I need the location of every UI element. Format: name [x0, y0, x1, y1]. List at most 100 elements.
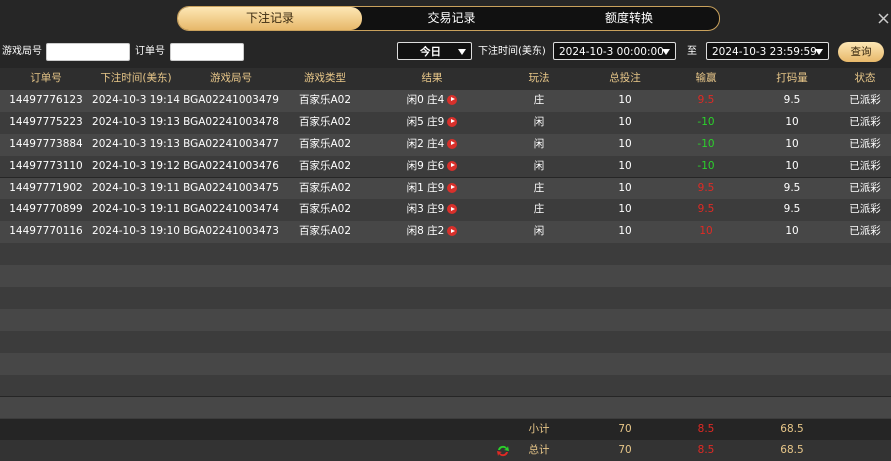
cell: 10	[618, 159, 632, 172]
table-header: 订单号 下注时间(美东) 游戏局号 游戏类型 结果 玩法 总投注 输赢 打码量 状态	[0, 68, 891, 90]
cell: 70	[618, 423, 632, 435]
result-text: 闲8 庄2	[406, 225, 445, 238]
cell: BGA02241003477	[183, 137, 279, 150]
replay-icon[interactable]	[447, 160, 458, 171]
cell: 14497776123	[9, 93, 83, 106]
cell: 10	[618, 93, 632, 106]
tab[interactable]: 下注记录	[178, 7, 362, 30]
cell: 已派彩	[849, 203, 881, 216]
cell: 闲9 庄6	[387, 156, 477, 178]
label: 至	[687, 46, 697, 57]
cell: 2024-10-3 19:13	[92, 137, 180, 150]
cell: -10	[697, 137, 715, 150]
cell: 闲	[533, 137, 545, 150]
replay-icon[interactable]	[447, 116, 458, 127]
cell: 闲	[533, 159, 545, 172]
cell: 2024-10-3 19:14	[92, 93, 180, 106]
table-row	[0, 352, 891, 375]
cell: 2024-10-3 19:12	[92, 159, 180, 172]
result-text: 闲5 庄9	[406, 115, 445, 128]
cell: 闲3 庄9	[387, 199, 477, 221]
cell: 10	[785, 137, 799, 150]
cell: 10	[618, 181, 632, 194]
cell: 百家乐A02	[298, 225, 352, 238]
cell: 已派彩	[849, 115, 881, 128]
table-row	[0, 396, 891, 419]
cell: 百家乐A02	[298, 181, 352, 194]
cell: 10	[785, 159, 799, 172]
table-row	[0, 330, 891, 353]
cell: 下注时间(美东)	[100, 72, 172, 84]
table-row: 14497773110 2024-10-3 19:12 BGA02241003476…	[0, 155, 891, 178]
cell: 百家乐A02	[298, 115, 352, 128]
cell: 9.5	[697, 203, 715, 216]
label: 游戏局号	[2, 46, 42, 57]
cell: 9.5	[697, 93, 715, 106]
cell: 10	[618, 203, 632, 216]
cell: 总投注	[609, 72, 641, 84]
cell: 已派彩	[849, 181, 881, 194]
replay-icon[interactable]	[447, 182, 458, 193]
close-button[interactable]	[878, 13, 889, 24]
cell: -10	[697, 115, 715, 128]
result-text: 闲3 庄9	[406, 203, 445, 216]
table-row	[0, 243, 891, 266]
table-row: 14497775223 2024-10-3 19:13 BGA02241003478…	[0, 111, 891, 134]
cell: 庄	[533, 93, 545, 106]
cell: 百家乐A02	[298, 159, 352, 172]
cell: 已派彩	[849, 137, 881, 150]
table-row	[0, 374, 891, 397]
replay-icon[interactable]	[447, 204, 458, 215]
cell: 闲0 庄4	[387, 90, 477, 112]
cell: 8.5	[697, 444, 715, 456]
start-time-select[interactable]: 2024-10-3 00:00:00	[553, 42, 676, 60]
cell: 2024-10-3 19:13	[92, 115, 180, 128]
query-button[interactable]: 查询	[838, 42, 884, 62]
replay-icon[interactable]	[447, 94, 458, 105]
refresh-icon[interactable]	[496, 444, 510, 458]
cell: 10	[618, 225, 632, 238]
order-no-input[interactable]	[170, 43, 244, 61]
label: 订单号	[135, 46, 165, 57]
cell: 庄	[533, 181, 545, 194]
end-time-select[interactable]: 2024-10-3 23:59:59	[706, 42, 829, 60]
tab-bar: 下注记录 交易记录 额度转换	[177, 6, 720, 31]
table-row: 14497770899 2024-10-3 19:11 BGA02241003474…	[0, 199, 891, 222]
cell: BGA02241003479	[183, 93, 279, 106]
period-select[interactable]: 今日	[397, 42, 472, 60]
cell: 70	[618, 444, 632, 456]
cell: 9.5	[783, 93, 801, 106]
cell: 14497775223	[9, 115, 83, 128]
cell: 10	[785, 115, 799, 128]
cell: 68.5	[780, 444, 804, 456]
cell: 10	[618, 137, 632, 150]
cell: BGA02241003475	[183, 181, 279, 194]
tab[interactable]: 交易记录	[427, 11, 476, 25]
cell: 状态	[854, 72, 876, 84]
cell: 闲1 庄9	[387, 178, 477, 200]
summary-row: 总计 70 8.5 68.5	[0, 440, 891, 461]
table-row	[0, 308, 891, 331]
game-no-input[interactable]	[46, 43, 130, 61]
cell: 输赢	[695, 72, 717, 84]
table-row: 14497773884 2024-10-3 19:13 BGA02241003477…	[0, 133, 891, 156]
tab[interactable]: 额度转换	[604, 11, 653, 25]
replay-icon[interactable]	[447, 226, 458, 237]
cell: 已派彩	[849, 159, 881, 172]
cell: 已派彩	[849, 225, 881, 238]
cell: 闲	[533, 225, 545, 238]
cell: 庄	[533, 203, 545, 216]
cell: BGA02241003476	[183, 159, 279, 172]
replay-icon[interactable]	[447, 138, 458, 149]
cell: 已派彩	[849, 93, 881, 106]
cell: -10	[697, 159, 715, 172]
cell: 14497773884	[9, 137, 83, 150]
cell: 14497770116	[9, 225, 83, 238]
result-text: 闲2 庄4	[406, 137, 445, 150]
table-row	[0, 265, 891, 287]
cell: 2024-10-3 19:10	[92, 225, 180, 238]
cell: 结果	[421, 72, 443, 84]
cell: 8.5	[697, 423, 715, 435]
cell: 2024-10-3 19:11	[92, 181, 180, 194]
